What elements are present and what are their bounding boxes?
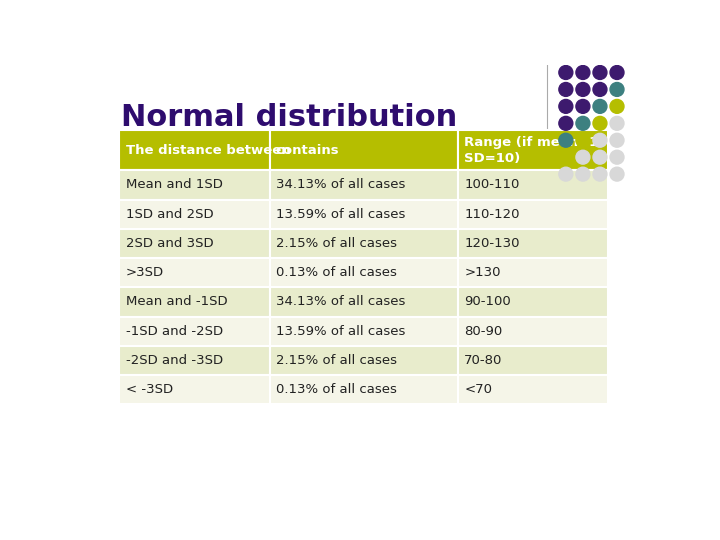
Circle shape	[610, 117, 624, 130]
Text: 13.59% of all cases: 13.59% of all cases	[276, 208, 405, 221]
Text: 120-130: 120-130	[464, 237, 520, 250]
FancyBboxPatch shape	[270, 258, 458, 287]
Text: 100-110: 100-110	[464, 178, 520, 191]
Text: >130: >130	[464, 266, 500, 279]
Text: 110-120: 110-120	[464, 208, 520, 221]
Text: 80-90: 80-90	[464, 325, 503, 338]
Circle shape	[559, 65, 573, 79]
Circle shape	[593, 99, 607, 113]
Text: -1SD and -2SD: -1SD and -2SD	[126, 325, 222, 338]
Circle shape	[610, 133, 624, 147]
Text: Range (if mean=100,
SD=10): Range (if mean=100, SD=10)	[464, 136, 622, 165]
FancyBboxPatch shape	[120, 375, 270, 404]
FancyBboxPatch shape	[120, 170, 270, 200]
Circle shape	[610, 150, 624, 164]
FancyBboxPatch shape	[458, 170, 608, 200]
Circle shape	[593, 167, 607, 181]
FancyBboxPatch shape	[270, 130, 458, 170]
Circle shape	[576, 150, 590, 164]
FancyBboxPatch shape	[270, 200, 458, 229]
Text: <70: <70	[464, 383, 492, 396]
Text: >3SD: >3SD	[126, 266, 163, 279]
Text: Normal distribution: Normal distribution	[121, 103, 457, 132]
FancyBboxPatch shape	[270, 287, 458, 316]
Circle shape	[593, 65, 607, 79]
Text: 2.15% of all cases: 2.15% of all cases	[276, 237, 397, 250]
FancyBboxPatch shape	[270, 375, 458, 404]
Text: 1SD and 2SD: 1SD and 2SD	[126, 208, 213, 221]
FancyBboxPatch shape	[270, 316, 458, 346]
Text: 13.59% of all cases: 13.59% of all cases	[276, 325, 405, 338]
Circle shape	[576, 133, 590, 147]
Text: 0.13% of all cases: 0.13% of all cases	[276, 383, 397, 396]
Text: Mean and 1SD: Mean and 1SD	[126, 178, 222, 191]
Circle shape	[610, 83, 624, 96]
Circle shape	[576, 65, 590, 79]
FancyBboxPatch shape	[458, 200, 608, 229]
Text: 2SD and 3SD: 2SD and 3SD	[126, 237, 213, 250]
Circle shape	[559, 133, 573, 147]
Text: 2.15% of all cases: 2.15% of all cases	[276, 354, 397, 367]
Circle shape	[593, 83, 607, 96]
Text: The distance between: The distance between	[126, 144, 290, 157]
Circle shape	[559, 83, 573, 96]
FancyBboxPatch shape	[458, 375, 608, 404]
Text: 0.13% of all cases: 0.13% of all cases	[276, 266, 397, 279]
Circle shape	[610, 167, 624, 181]
FancyBboxPatch shape	[120, 130, 270, 170]
Circle shape	[593, 117, 607, 130]
Text: contains: contains	[276, 144, 340, 157]
FancyBboxPatch shape	[458, 316, 608, 346]
Circle shape	[559, 117, 573, 130]
FancyBboxPatch shape	[458, 229, 608, 258]
Text: Mean and -1SD: Mean and -1SD	[126, 295, 228, 308]
FancyBboxPatch shape	[270, 346, 458, 375]
FancyBboxPatch shape	[120, 346, 270, 375]
FancyBboxPatch shape	[120, 316, 270, 346]
Circle shape	[576, 83, 590, 96]
Circle shape	[593, 133, 607, 147]
Circle shape	[610, 65, 624, 79]
Circle shape	[559, 167, 573, 181]
Text: 34.13% of all cases: 34.13% of all cases	[276, 178, 405, 191]
Circle shape	[559, 99, 573, 113]
Text: 90-100: 90-100	[464, 295, 511, 308]
Circle shape	[576, 167, 590, 181]
FancyBboxPatch shape	[270, 229, 458, 258]
FancyBboxPatch shape	[458, 258, 608, 287]
Circle shape	[576, 99, 590, 113]
FancyBboxPatch shape	[458, 346, 608, 375]
Text: -2SD and -3SD: -2SD and -3SD	[126, 354, 222, 367]
FancyBboxPatch shape	[458, 130, 608, 170]
Text: < -3SD: < -3SD	[126, 383, 173, 396]
FancyBboxPatch shape	[120, 229, 270, 258]
FancyBboxPatch shape	[270, 170, 458, 200]
FancyBboxPatch shape	[458, 287, 608, 316]
Circle shape	[610, 99, 624, 113]
Circle shape	[576, 117, 590, 130]
FancyBboxPatch shape	[120, 200, 270, 229]
Circle shape	[593, 150, 607, 164]
Circle shape	[559, 150, 573, 164]
Text: 34.13% of all cases: 34.13% of all cases	[276, 295, 405, 308]
FancyBboxPatch shape	[120, 258, 270, 287]
FancyBboxPatch shape	[120, 287, 270, 316]
Text: 70-80: 70-80	[464, 354, 503, 367]
